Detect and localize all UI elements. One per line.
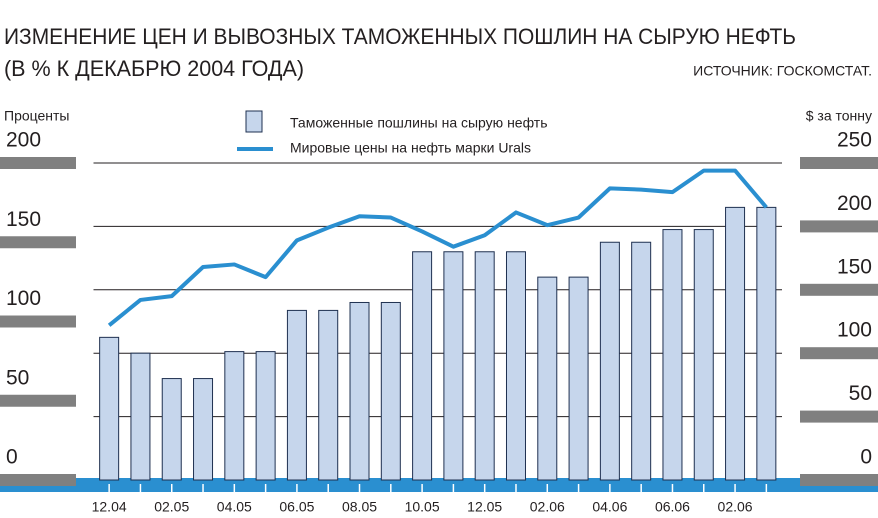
bar [474, 251, 495, 481]
bar [443, 251, 464, 481]
y-tick-label: 0 [6, 446, 18, 469]
bar [349, 301, 370, 481]
y2-tick-label: 200 [837, 192, 872, 215]
bar [662, 229, 683, 481]
x-tick-label: 06.06 [655, 499, 690, 515]
y-tick-mark [0, 394, 76, 407]
bar [599, 241, 620, 481]
bar [693, 229, 714, 481]
bar [537, 276, 558, 481]
y2-tick-mark [800, 474, 878, 486]
y2-tick-label: 0 [860, 446, 872, 469]
x-tick-label: 02.05 [154, 499, 189, 515]
x-tick-label: 04.06 [592, 499, 627, 515]
y-tick-mark [0, 236, 76, 249]
y2-tick-mark [800, 283, 878, 296]
y-tick-mark [0, 315, 76, 328]
x-tick-label: 12.04 [92, 499, 127, 515]
y-tick-mark [0, 474, 76, 486]
y2-tick-mark [800, 347, 878, 360]
source: ИСТОЧНИК: ГОСКОМСТАТ. [693, 63, 872, 79]
bar [161, 378, 182, 481]
x-tick-label: 02.06 [530, 499, 565, 515]
legend-swatch [245, 110, 263, 133]
y2-axis-label: $ за тонну [806, 108, 872, 124]
chart-title: ИЗМЕНЕНИЕ ЦЕН И ВЫВОЗНЫХ ТАМОЖЕННЫХ ПОШЛ… [4, 24, 796, 49]
bar [756, 206, 777, 481]
x-tick-label: 10.05 [405, 499, 440, 515]
bar [412, 251, 433, 481]
y-tick-mark [0, 157, 76, 169]
x-axis-band [0, 478, 878, 492]
bar [380, 301, 401, 481]
x-tick-label: 06.05 [279, 499, 314, 515]
chart-subtitle: (В % К ДЕКАБРЮ 2004 ГОДА) [4, 56, 304, 81]
y2-tick-mark [800, 410, 878, 423]
y2-tick-label: 50 [849, 382, 872, 405]
bar [725, 206, 746, 481]
bar [130, 352, 151, 481]
x-tick-label: 02.06 [718, 499, 753, 515]
y-tick-label: 100 [6, 287, 41, 310]
y-axis-label: Проценты [4, 108, 70, 124]
bar [631, 241, 652, 481]
line [107, 168, 768, 327]
bar [255, 351, 276, 481]
y2-tick-label: 250 [837, 129, 872, 152]
bar [224, 351, 245, 481]
y-tick-label: 200 [6, 129, 41, 152]
bar [193, 378, 214, 481]
bar [505, 251, 526, 481]
y-tick-label: 50 [6, 366, 29, 389]
y2-tick-mark [800, 157, 878, 169]
x-tick-label: 12.05 [467, 499, 502, 515]
bar [99, 336, 120, 481]
legend-label: Мировые цены на нефть марки Urals [290, 140, 531, 156]
legend-label: Таможенные пошлины на сырую нефть [290, 115, 548, 131]
y2-tick-label: 150 [837, 255, 872, 278]
bar [286, 309, 307, 481]
y-tick-label: 150 [6, 208, 41, 231]
y2-tick-mark [800, 220, 878, 233]
bar [568, 276, 589, 481]
bar [318, 309, 339, 481]
x-tick-label: 08.05 [342, 499, 377, 515]
y2-tick-label: 100 [837, 319, 872, 342]
x-tick-label: 04.05 [217, 499, 252, 515]
